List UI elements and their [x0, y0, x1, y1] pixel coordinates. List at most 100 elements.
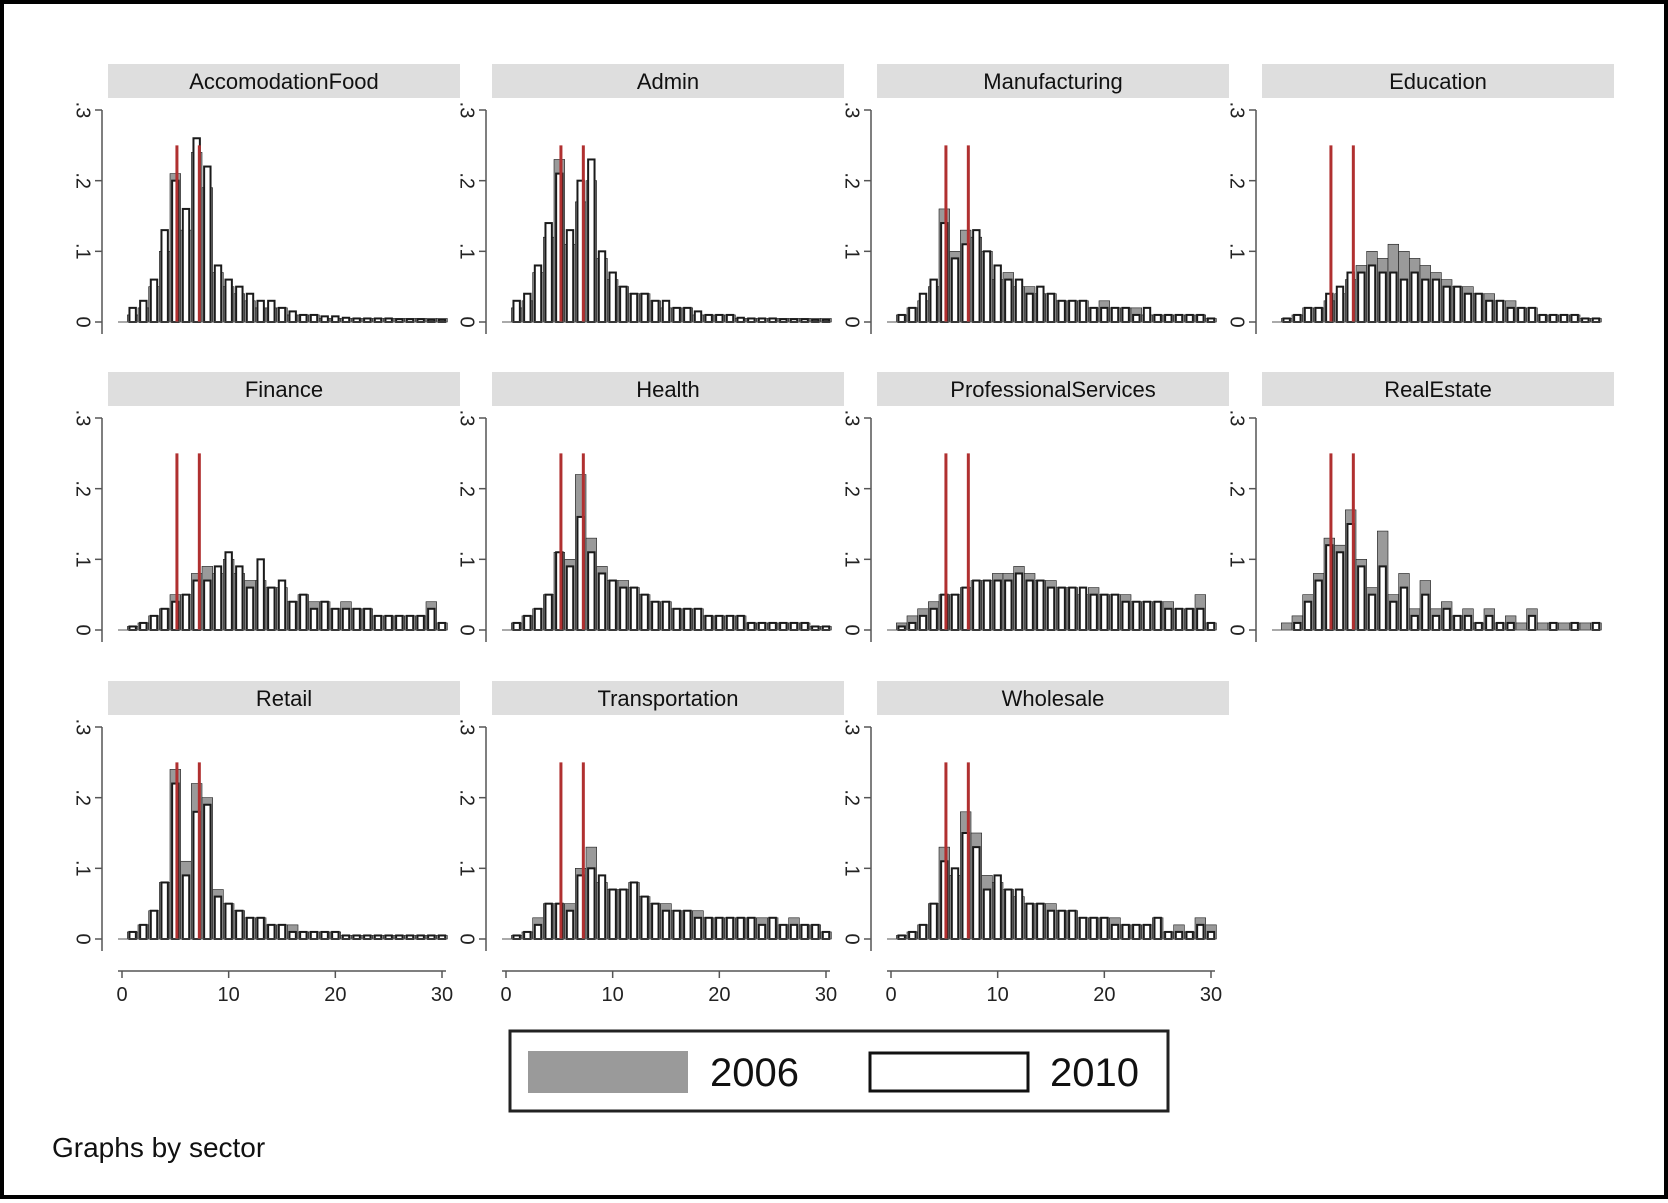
- bar-2010: [651, 902, 660, 941]
- panel-strip: [877, 681, 1229, 715]
- bar-2010: [1335, 285, 1345, 323]
- bar-2010: [1057, 299, 1066, 323]
- panel-title: Health: [636, 377, 700, 402]
- bar-2010: [203, 803, 212, 940]
- bar-2010: [299, 313, 308, 323]
- legend-label-2010: 2010: [1050, 1051, 1139, 1095]
- bar-2010: [320, 600, 329, 632]
- bar-2010: [1100, 593, 1109, 632]
- y-tick-label: .3: [456, 102, 478, 119]
- bar-2010: [1206, 317, 1216, 324]
- bar-2010: [405, 934, 415, 941]
- bar-2010: [587, 158, 596, 323]
- bar-2010: [235, 909, 244, 941]
- bar-2010: [277, 306, 287, 324]
- bar-2010: [704, 916, 713, 940]
- y-tick-label: .1: [456, 860, 478, 877]
- bar-2010: [437, 934, 447, 941]
- bar-2010: [1121, 306, 1130, 324]
- bar-2010: [405, 614, 415, 631]
- bar-2010: [1357, 271, 1366, 323]
- bar-2010: [1421, 278, 1430, 324]
- bar-2010: [779, 621, 788, 632]
- bar-2010: [149, 278, 159, 324]
- bar-2010: [1142, 600, 1152, 632]
- bar-2010: [929, 278, 938, 324]
- bar-2010: [245, 586, 255, 631]
- bar-2010: [1046, 292, 1056, 324]
- bar-2010: [181, 207, 191, 323]
- figure-caption: Graphs by sector: [52, 1132, 266, 1163]
- panel-strip: [108, 681, 460, 715]
- bar-2010: [693, 310, 703, 323]
- bar-2010: [341, 607, 351, 631]
- bar-2010: [1293, 621, 1302, 632]
- bar-2010: [363, 317, 372, 324]
- bar-2010: [982, 579, 992, 631]
- panel-title: Transportation: [597, 686, 738, 711]
- bar-2010: [768, 916, 777, 940]
- bar-2010: [993, 874, 1002, 941]
- bar-2010: [897, 934, 906, 941]
- y-tick-label: .1: [1226, 243, 1248, 260]
- y-tick-label: 0: [1226, 316, 1248, 327]
- y-tick-label: 0: [841, 624, 863, 635]
- bar-2010: [715, 313, 724, 323]
- y-tick-label: 0: [72, 316, 94, 327]
- bar-2010: [1153, 313, 1162, 323]
- y-tick-label: .3: [1226, 410, 1248, 427]
- bar-2010: [523, 292, 532, 324]
- y-tick-label: .1: [72, 860, 94, 877]
- bar-2010: [651, 600, 660, 632]
- y-tick-label: .1: [456, 243, 478, 260]
- bar-2010: [1549, 313, 1558, 323]
- bar-2010: [1014, 888, 1024, 940]
- bar-2010: [1367, 264, 1377, 324]
- bar-2010: [1442, 607, 1451, 631]
- bar-2010: [1110, 306, 1120, 324]
- bar-2006: [1537, 622, 1549, 631]
- bar-2010: [523, 930, 532, 941]
- bar-2010: [683, 909, 692, 941]
- bar-2010: [288, 930, 297, 941]
- bar-2010: [950, 593, 960, 632]
- bar-2010: [683, 306, 692, 324]
- y-tick-label: 0: [1226, 624, 1248, 635]
- bar-2010: [544, 593, 553, 632]
- bar-2010: [1110, 593, 1120, 632]
- legend-label-2006: 2006: [710, 1051, 799, 1095]
- bar-2010: [1185, 930, 1194, 941]
- bar-2010: [608, 888, 617, 940]
- y-tick-label: 0: [456, 624, 478, 635]
- bar-2010: [384, 614, 393, 631]
- bar-2010: [982, 250, 992, 323]
- bar-2010: [213, 264, 223, 324]
- bar-2010: [299, 930, 308, 941]
- panel-title: RealEstate: [1384, 377, 1492, 402]
- bar-2010: [384, 317, 393, 324]
- bar-2010: [661, 909, 671, 941]
- bar-2010: [1206, 621, 1216, 632]
- bar-2010: [1442, 285, 1451, 323]
- y-tick-label: 0: [72, 624, 94, 635]
- y-tick-label: .3: [456, 719, 478, 736]
- y-tick-label: 0: [456, 316, 478, 327]
- bar-2010: [1527, 614, 1537, 631]
- bar-2010: [363, 607, 372, 631]
- bar-2006: [1558, 622, 1570, 631]
- bar-2010: [768, 317, 777, 324]
- y-tick-label: .3: [841, 719, 863, 736]
- bar-2010: [288, 310, 297, 323]
- bar-2010: [1399, 586, 1409, 631]
- bar-2010: [608, 271, 617, 323]
- bar-2010: [1367, 593, 1377, 632]
- bar-2010: [395, 934, 404, 941]
- bar-2010: [1389, 271, 1398, 323]
- bar-2010: [608, 579, 617, 631]
- bar-2010: [1121, 600, 1130, 632]
- bar-2010: [725, 916, 735, 940]
- bar-2010: [1485, 614, 1494, 631]
- bar-2010: [629, 586, 639, 631]
- legend-swatch-2006: [528, 1051, 688, 1093]
